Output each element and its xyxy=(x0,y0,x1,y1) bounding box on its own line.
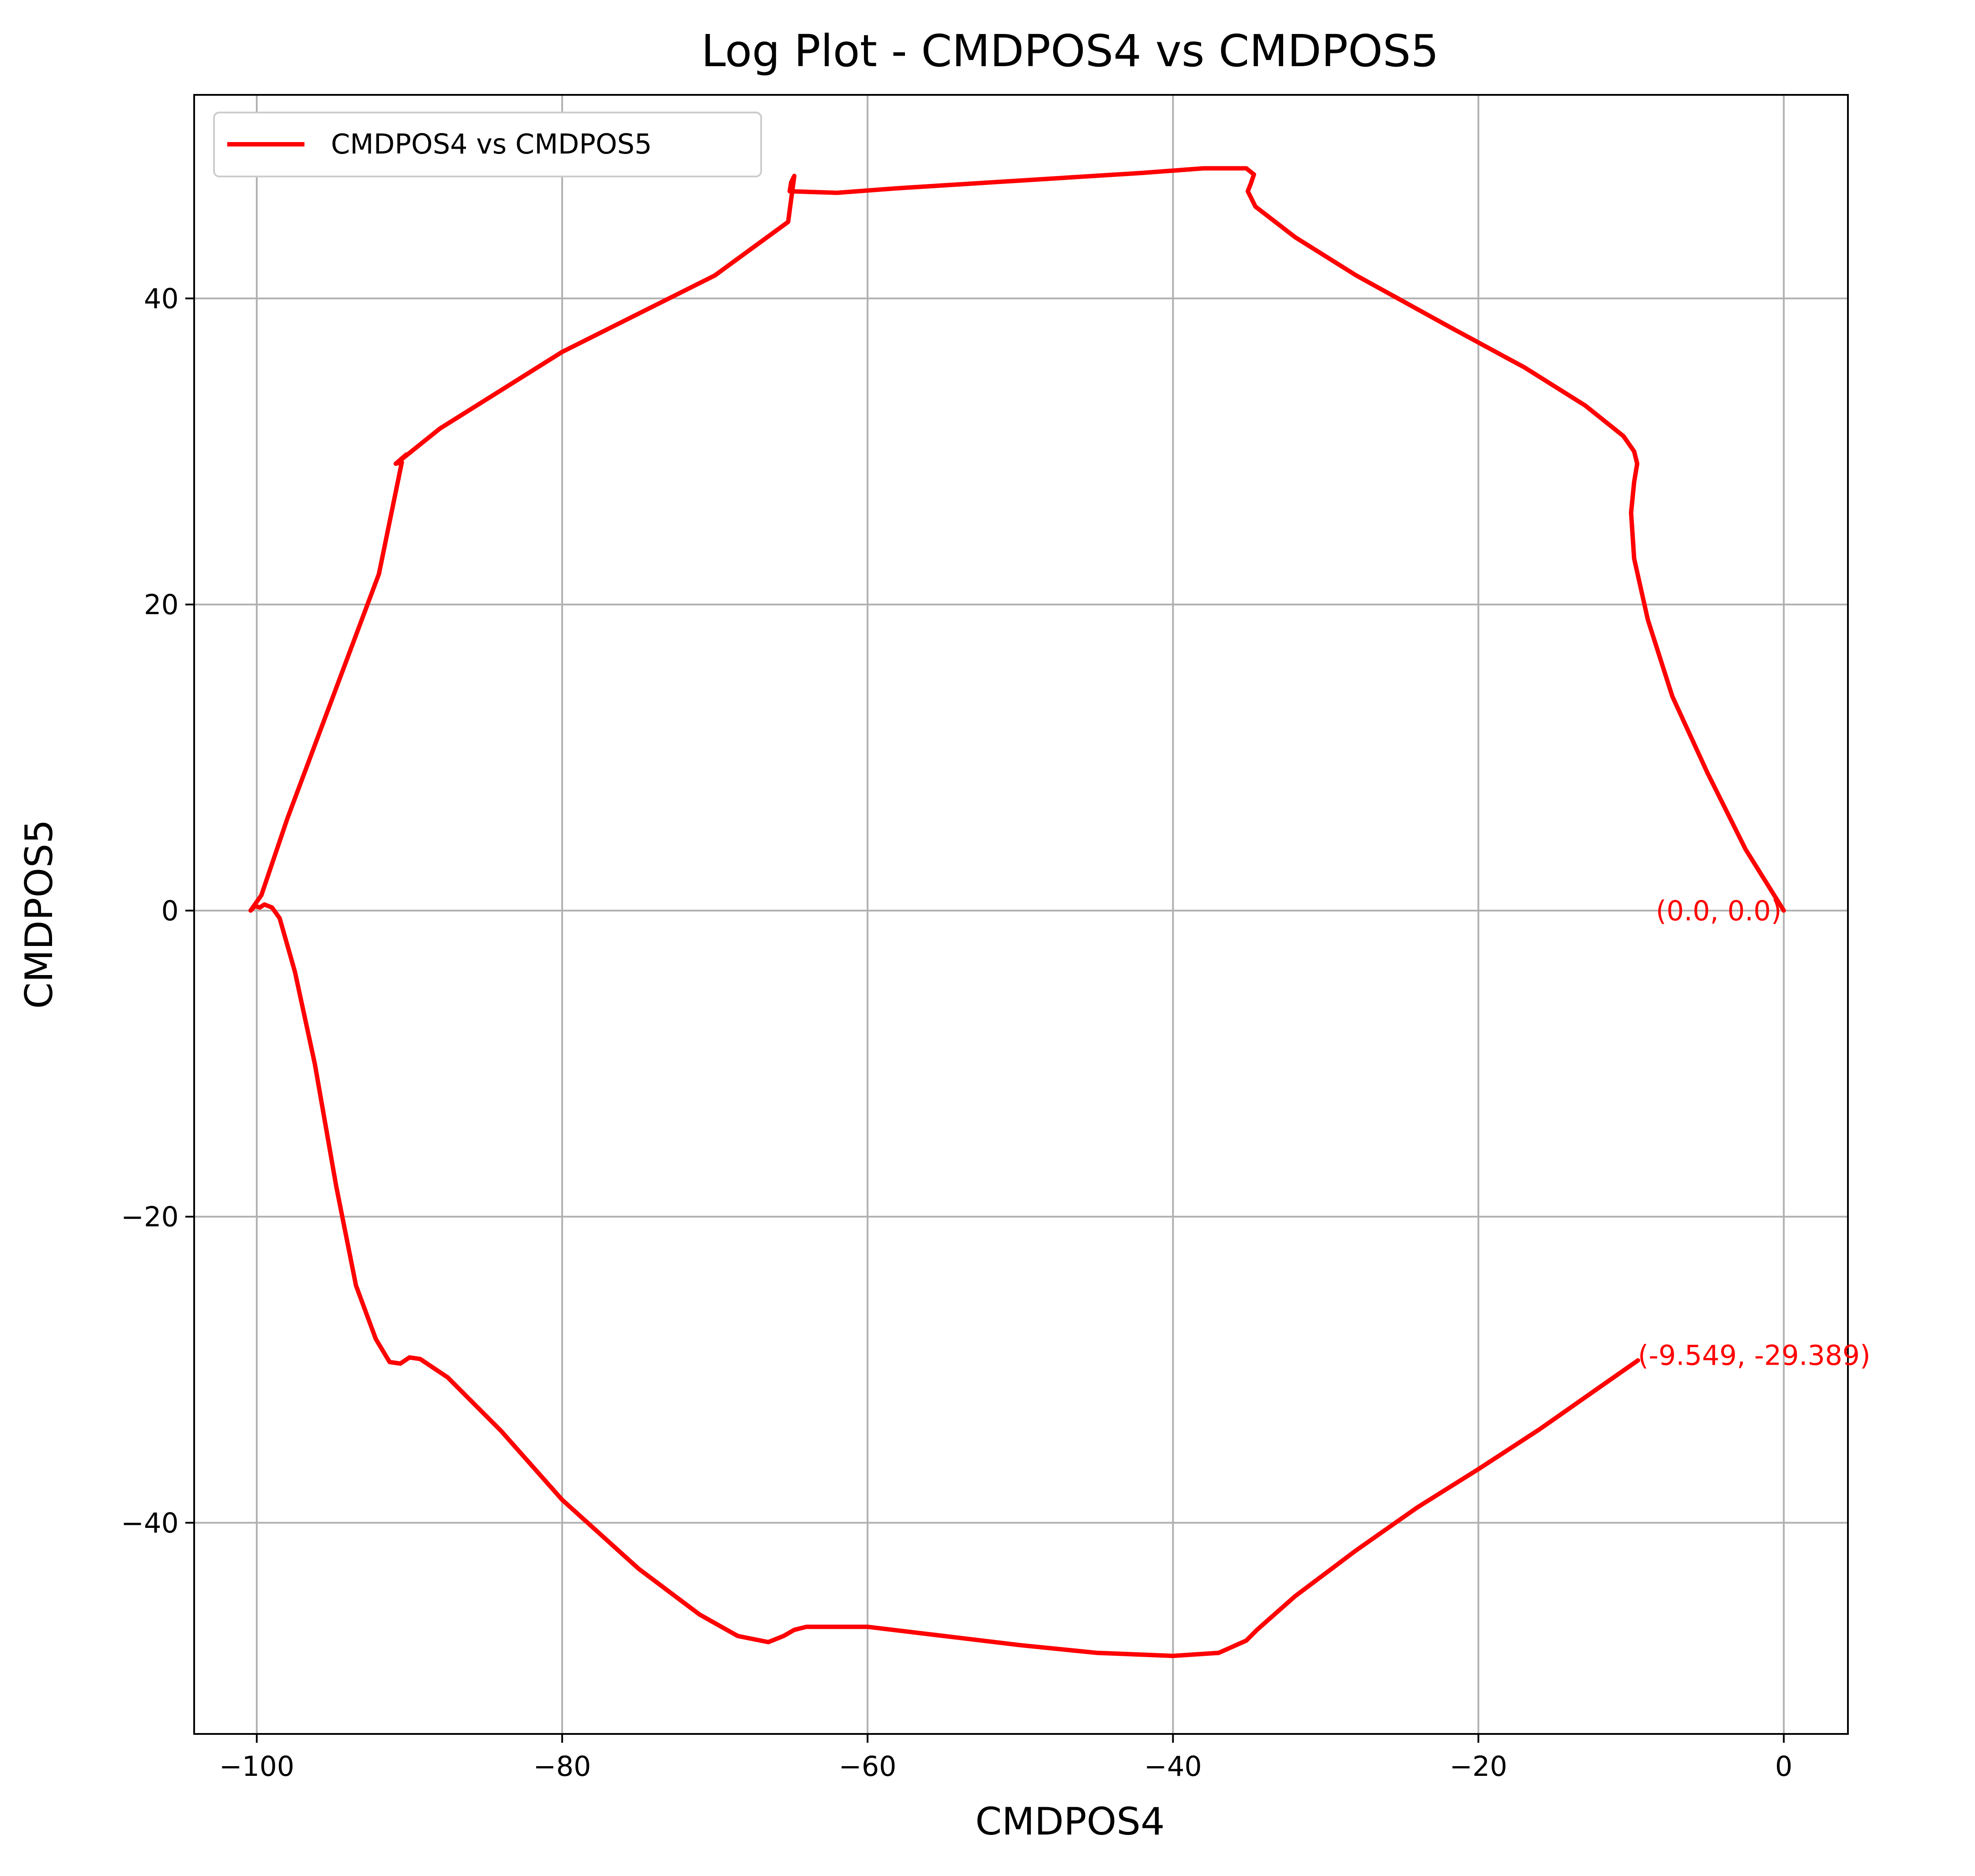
y-tick-label: 0 xyxy=(161,895,179,927)
x-tick-label: −60 xyxy=(839,1750,897,1782)
annotations: (0.0, 0.0) (-9.549, -29.389) xyxy=(1638,895,1870,1371)
y-tick-label: −20 xyxy=(121,1201,179,1233)
legend-box xyxy=(213,112,762,177)
y-axis-label: CMDPOS5 xyxy=(17,819,61,1009)
y-tick-label: 40 xyxy=(144,282,179,315)
x-axis-label: CMDPOS4 xyxy=(975,1800,1164,1844)
legend: CMDPOS4 vs CMDPOS5 xyxy=(213,112,762,177)
series-line xyxy=(248,166,1786,1658)
x-tick-label: −80 xyxy=(533,1750,591,1782)
y-tick-label: −40 xyxy=(121,1507,179,1539)
x-tick-label: −100 xyxy=(219,1750,294,1782)
annotation-start: (0.0, 0.0) xyxy=(1656,895,1782,927)
y-tick-label: 20 xyxy=(144,589,179,621)
legend-label: CMDPOS4 vs CMDPOS5 xyxy=(331,128,652,160)
x-tick-label: −40 xyxy=(1144,1750,1202,1782)
grid-lines xyxy=(194,95,1848,1734)
series-layer xyxy=(248,166,1786,1658)
x-tick-label: −20 xyxy=(1449,1750,1507,1782)
x-tick-label: 0 xyxy=(1775,1750,1792,1782)
chart-title: Log Plot - CMDPOS4 vs CMDPOS5 xyxy=(701,25,1439,77)
plot-frame xyxy=(193,94,1849,1735)
annotation-end: (-9.549, -29.389) xyxy=(1638,1339,1870,1371)
axis-ticks: −100 −80 −60 −40 −20 0 −40 −20 0 20 40 xyxy=(121,282,1792,1782)
